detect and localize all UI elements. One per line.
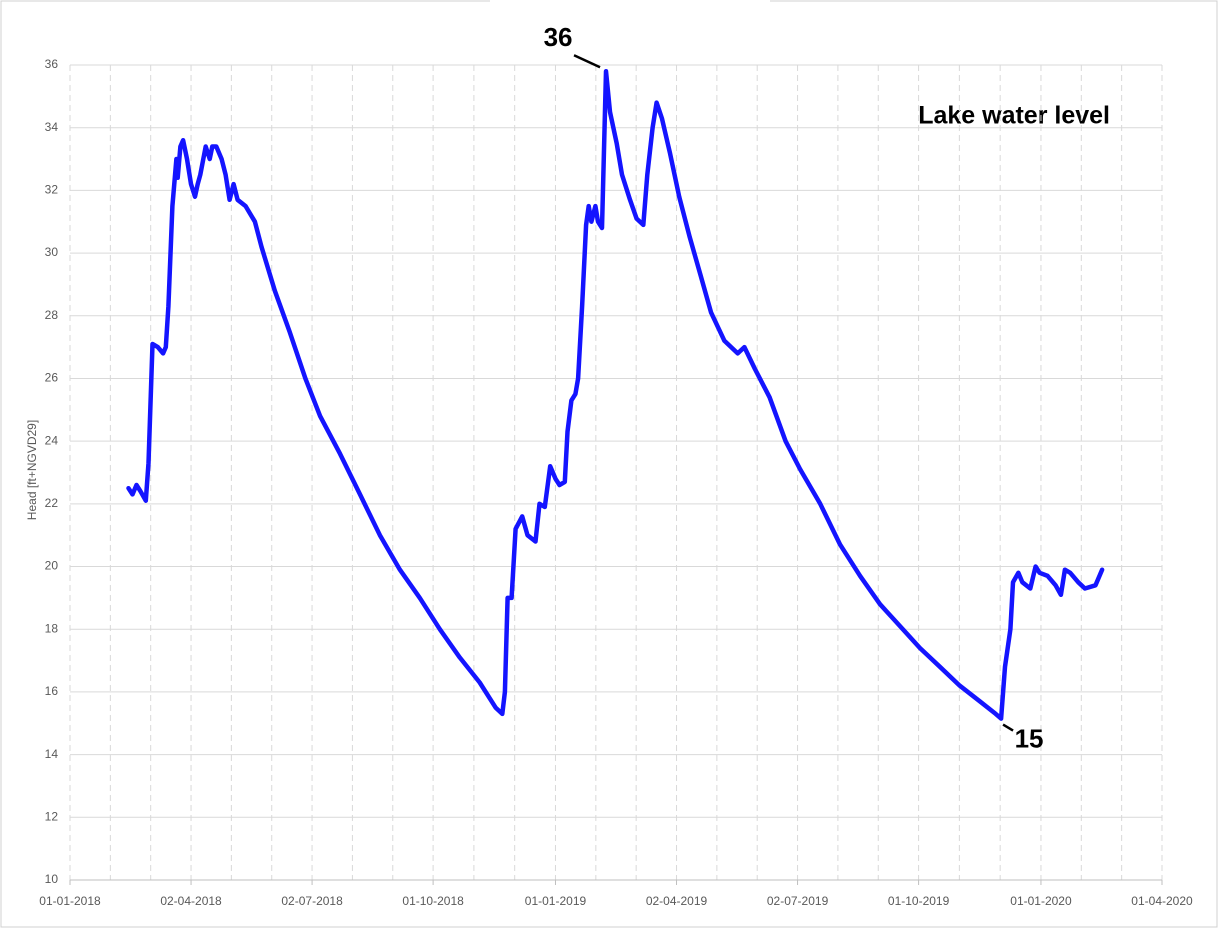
y-tick-label: 22 — [45, 496, 59, 510]
data-line — [126, 69, 1105, 721]
y-tick-label: 34 — [45, 120, 59, 134]
y-tick-label: 12 — [45, 809, 59, 823]
y-tick-label: 14 — [45, 747, 59, 761]
x-tick-label: 02-04-2018 — [160, 894, 222, 908]
y-tick-label: 36 — [45, 57, 59, 71]
x-tick-label: 01-01-2018 — [39, 894, 101, 908]
y-tick-label: 20 — [45, 559, 59, 573]
x-tick-label: 01-04-2020 — [1131, 894, 1193, 908]
annotation: 15 — [1015, 723, 1044, 753]
y-tick-label: 32 — [45, 183, 59, 197]
x-tick-label: 01-01-2020 — [1010, 894, 1072, 908]
x-tick-label: 01-01-2019 — [525, 894, 587, 908]
annotation-leader — [1002, 723, 1014, 732]
x-tick-label: 01-10-2018 — [402, 894, 464, 908]
x-tick-label: 02-07-2018 — [281, 894, 343, 908]
y-tick-label: 24 — [45, 433, 59, 447]
x-tick-label: 02-07-2019 — [767, 894, 829, 908]
y-axis-label: Head [ft+NGVD29] — [25, 420, 39, 520]
frame-gap — [490, 0, 770, 3]
y-tick-label: 16 — [45, 684, 59, 698]
y-tick-label: 26 — [45, 371, 59, 385]
y-tick-label: 18 — [45, 621, 59, 635]
y-tick-label: 30 — [45, 245, 59, 259]
y-tick-label: 28 — [45, 308, 59, 322]
x-tick-label: 02-04-2019 — [646, 894, 708, 908]
annotation-leader — [573, 54, 601, 69]
chart-title: Lake water level — [918, 102, 1110, 130]
annotation: 36 — [544, 22, 573, 52]
y-tick-label: 10 — [45, 872, 59, 886]
x-tick-label: 01-10-2019 — [888, 894, 950, 908]
